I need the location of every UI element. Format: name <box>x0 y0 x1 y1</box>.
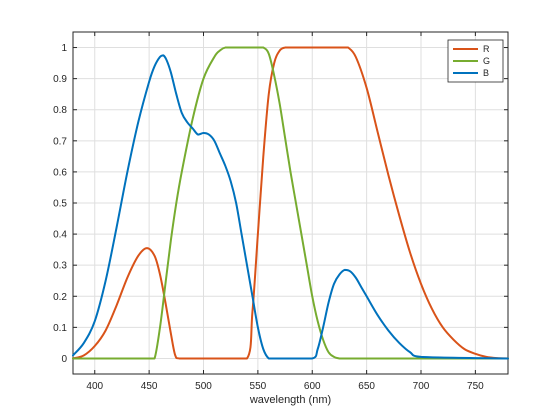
y-tick-label: 0 <box>61 354 67 365</box>
series-line-R <box>72 46 509 360</box>
y-tick-label: 0.5 <box>53 199 67 210</box>
x-tick-label: 500 <box>195 381 212 392</box>
x-tick-label: 450 <box>141 381 158 392</box>
x-tick-label: 700 <box>413 381 430 392</box>
y-tick-label: 0.2 <box>53 292 67 303</box>
series-lines <box>72 46 509 360</box>
axis-ticks: 400 450 500 550 600 650 700 750 0 0.1 0.2 0.3 0.4 0.5… <box>53 32 508 392</box>
y-tick-label: 0.9 <box>53 74 67 85</box>
grid <box>73 32 508 374</box>
y-tick-label: 0.4 <box>53 230 67 241</box>
x-tick-label: 400 <box>86 381 103 392</box>
y-tick-label: 0.8 <box>53 105 67 116</box>
x-axis-label: wavelength (nm) <box>249 394 331 406</box>
y-tick-label: 1 <box>61 43 67 54</box>
x-tick-label: 550 <box>250 381 267 392</box>
y-tick-label: 0.3 <box>53 261 67 272</box>
x-tick-label: 650 <box>358 381 375 392</box>
legend: RGB <box>447 39 504 83</box>
x-tick-label: 600 <box>304 381 321 392</box>
legend-label: R <box>483 44 490 54</box>
legend-label: B <box>483 68 489 78</box>
legend-label: G <box>483 56 490 66</box>
y-tick-label: 0.6 <box>53 167 67 178</box>
x-tick-label: 750 <box>467 381 484 392</box>
y-tick-label: 0.1 <box>53 323 67 334</box>
series-line-B <box>72 54 509 360</box>
y-tick-label: 0.7 <box>53 136 67 147</box>
series-line-G <box>72 46 509 360</box>
